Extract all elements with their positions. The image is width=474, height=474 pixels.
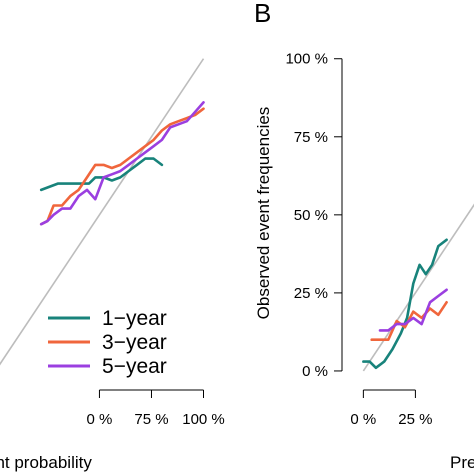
series-line-2: [39, 107, 205, 226]
y-tick-label: 25 %: [294, 285, 328, 302]
panel-b: B 0 % 25 % 0 % 25 % 50 % 75 % 100 % Observed e…: [254, 0, 474, 472]
series-line-1: [362, 238, 448, 370]
x-axis-label: Pre: [450, 453, 474, 472]
x-tick-label: 25 %: [398, 411, 432, 428]
legend-label: 3−year: [102, 331, 167, 354]
panel-label-b: B: [254, 0, 271, 28]
series-line-3: [378, 288, 448, 332]
x-axis-label: ent probability: [0, 453, 92, 472]
x-tick-label: 0 %: [87, 411, 113, 428]
reference-line: [0, 58, 205, 366]
legend-label: 1−year: [102, 307, 167, 330]
series-line-1: [39, 157, 164, 192]
y-axis-label: Observed event frequencies: [254, 107, 273, 320]
x-tick-label: 100 %: [182, 411, 225, 428]
x-tick-label: 0 %: [350, 411, 376, 428]
legend-label: 5−year: [102, 355, 167, 378]
reference-line: [362, 203, 474, 372]
y-tick-label: 0 %: [302, 363, 328, 380]
y-tick-label: 50 %: [294, 207, 328, 224]
y-tick-label: 100 %: [285, 51, 328, 68]
x-tick-label: 75 %: [134, 411, 168, 428]
series-line-3: [39, 101, 205, 226]
y-tick-label: 75 %: [294, 129, 328, 146]
